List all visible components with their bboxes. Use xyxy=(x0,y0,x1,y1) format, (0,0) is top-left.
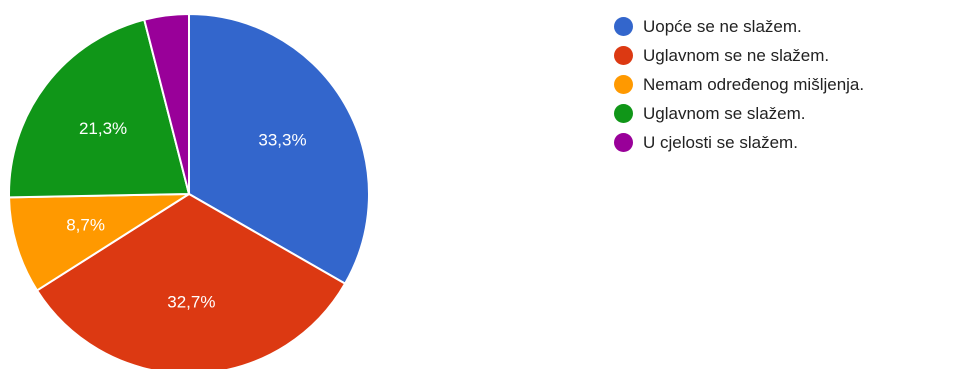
legend-label: Nemam određenog mišljenja. xyxy=(643,74,865,94)
legend-item-1: Uopće se ne slažem. xyxy=(614,12,864,41)
slice-value-label-1: 33,3% xyxy=(258,130,306,149)
legend-swatch-icon xyxy=(614,17,633,36)
legend-swatch-icon xyxy=(614,104,633,123)
legend-label: Uglavnom se ne slažem. xyxy=(643,45,830,65)
legend-label: Uopće se ne slažem. xyxy=(643,16,802,36)
legend-swatch-icon xyxy=(614,46,633,65)
pie-slice-2 xyxy=(36,193,347,369)
slice-value-label-3: 8,7% xyxy=(66,216,105,235)
slice-value-label-4: 21,3% xyxy=(79,119,127,138)
legend-label: U cjelosti se slažem. xyxy=(643,132,798,152)
pie-slice-1 xyxy=(188,13,370,285)
chart-legend: Uopće se ne slažem. Uglavnom se ne slažem… xyxy=(614,12,864,157)
legend-item-3: Nemam određenog mišljenja. xyxy=(614,70,864,99)
legend-item-5: U cjelosti se slažem. xyxy=(614,128,864,157)
legend-swatch-icon xyxy=(614,133,633,152)
legend-item-4: Uglavnom se slažem. xyxy=(614,99,864,128)
legend-item-2: Uglavnom se ne slažem. xyxy=(614,41,864,70)
legend-label: Uglavnom se slažem. xyxy=(643,103,806,123)
legend-swatch-icon xyxy=(614,75,633,94)
pie-slice-3 xyxy=(8,193,190,292)
pie-slice-4 xyxy=(8,18,190,199)
pie-plot: 33,3% 32,7% 8,7% 21,3% xyxy=(8,13,370,369)
pie-slice-5 xyxy=(143,13,190,195)
slice-value-label-2: 32,7% xyxy=(167,292,215,311)
